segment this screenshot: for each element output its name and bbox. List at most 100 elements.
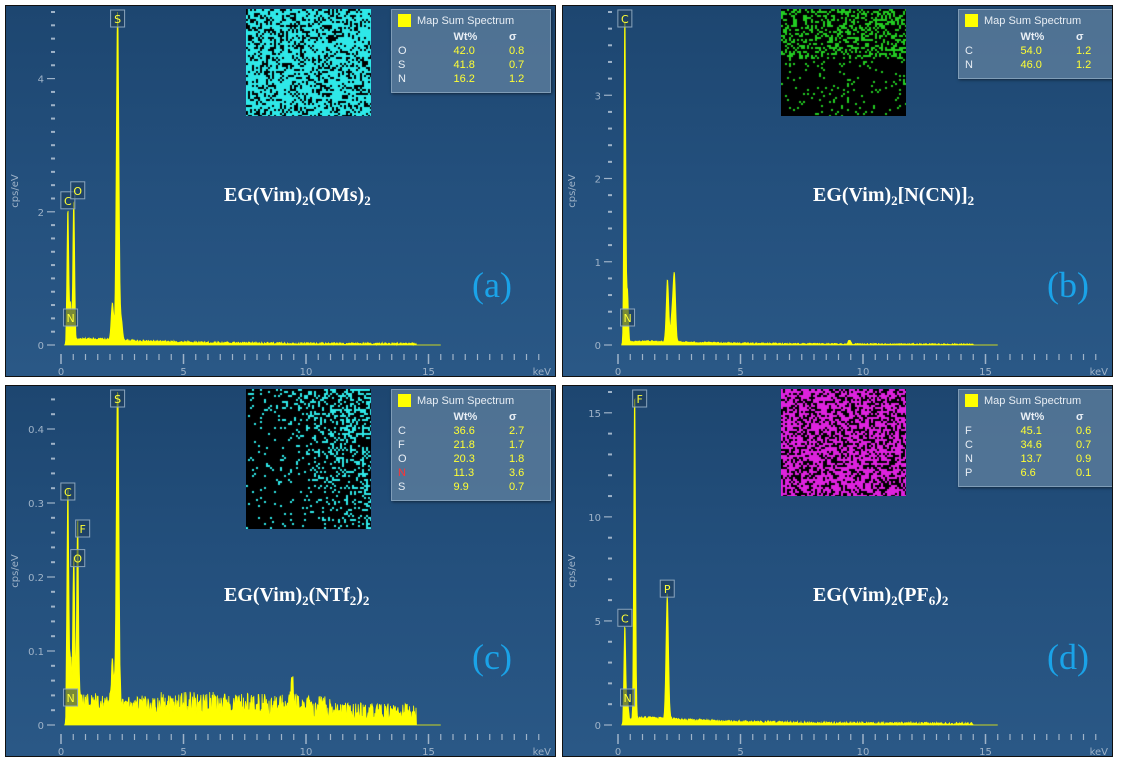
legend-header: Map Sum Spectrum <box>398 394 544 407</box>
wt-percent-cell: 11.3 <box>453 467 475 479</box>
peak-label-box <box>617 608 633 627</box>
element-cell: N <box>965 453 973 465</box>
y-tick-label: 1 <box>595 258 601 269</box>
wt-percent-cell: 46.0 <box>1020 59 1042 71</box>
table-row: P 6.6 0.1 <box>965 466 1111 480</box>
header-wt: Wt% <box>1020 411 1045 423</box>
wt-percent-cell: 13.7 <box>1020 453 1042 465</box>
title-segment: ) <box>356 584 363 606</box>
peak-label-n: N <box>620 308 636 327</box>
x-tick-label: 15 <box>422 367 435 377</box>
wt-percent-cell: 20.3 <box>453 453 475 465</box>
y-tick-label: 0.2 <box>28 573 44 584</box>
peak-label-text: C <box>64 195 72 208</box>
y-tick-label: 0 <box>595 721 601 732</box>
y-axis-label: cps/eV <box>567 174 578 208</box>
peak-label-box <box>632 389 648 408</box>
y-tick-label: 2 <box>38 208 44 219</box>
x-tick-label: 10 <box>857 747 870 757</box>
title-segment: 2 <box>891 593 898 608</box>
peak-label-s: S <box>110 389 126 408</box>
element-map-image <box>781 9 906 116</box>
x-tick-label: 10 <box>857 367 870 377</box>
x-tick-label: 10 <box>300 747 313 757</box>
chart-title: EG(Vim)2[N(CN)]2 <box>813 184 974 209</box>
element-cell: N <box>398 73 406 85</box>
sigma-cell: 0.1 <box>1075 467 1092 479</box>
title-segment: 2 <box>302 193 309 208</box>
y-tick-label: 0 <box>38 341 44 352</box>
sigma-cell: 0.7 <box>1075 439 1092 451</box>
peak-label-box <box>60 482 76 501</box>
peak-label-n: N <box>63 688 79 707</box>
peak-label-text: F <box>79 523 85 536</box>
legend-swatch <box>965 394 978 407</box>
wt-percent-cell: 9.9 <box>453 481 469 493</box>
peak-label-text: N <box>623 312 631 325</box>
table-row: C 54.0 1.2 <box>965 44 1111 58</box>
table-row: O 42.0 0.8 <box>398 44 544 58</box>
sigma-cell: 1.2 <box>508 73 525 85</box>
y-tick-label: 3 <box>595 91 601 102</box>
table-row: S 41.8 0.7 <box>398 58 544 72</box>
wt-percent-cell: 54.0 <box>1020 45 1042 57</box>
legend-swatch <box>965 14 978 27</box>
x-tick-label: 0 <box>615 747 621 757</box>
composition-table: Wt% σ C 36.6 2.7 F 21.8 1.7 O 20.3 1.8 N 11.3 3.6 S 9.9… <box>398 410 544 494</box>
title-segment: (NTf <box>308 584 350 606</box>
peak-label-o: O <box>70 549 86 568</box>
title-segment: 2 <box>362 593 370 608</box>
peak-label-text: N <box>66 692 74 705</box>
spectrum-series <box>64 391 441 726</box>
x-tick-label: 5 <box>180 367 186 377</box>
peak-label-box <box>63 308 79 327</box>
sigma-cell: 0.9 <box>1075 453 1092 465</box>
element-map-image <box>781 389 906 496</box>
header-wt: Wt% <box>453 31 478 43</box>
sigma-cell: 0.7 <box>508 481 525 493</box>
sigma-cell: 1.8 <box>508 453 525 465</box>
sigma-cell: 3.6 <box>508 467 525 479</box>
y-tick-label: 5 <box>595 617 601 628</box>
legend-swatch <box>398 14 411 27</box>
header-element <box>965 30 1020 44</box>
element-cell: N <box>398 467 406 479</box>
peak-label-text: N <box>623 692 631 705</box>
table-row: F 21.8 1.7 <box>398 438 544 452</box>
x-axis-label: keV <box>533 367 552 377</box>
y-axis-label: cps/eV <box>567 554 578 588</box>
y-tick-label: 15 <box>588 409 601 420</box>
x-axis-label: keV <box>1090 747 1109 757</box>
legend-table: Map Sum Spectrum Wt% σ C 36.6 2.7 F 21.8 1.7 O 20.… <box>391 389 551 501</box>
sigma-cell: 1.2 <box>1075 45 1092 57</box>
title-segment: 2 <box>967 193 975 208</box>
wt-percent-cell: 41.8 <box>453 59 475 71</box>
peak-label-f: F <box>75 519 91 538</box>
legend-header: Map Sum Spectrum <box>398 14 544 27</box>
peak-label-box <box>617 9 633 28</box>
legend-title: Map Sum Spectrum <box>417 394 515 407</box>
x-tick-label: 15 <box>979 747 992 757</box>
title-segment: [N(CN)] <box>897 184 968 206</box>
wt-percent-cell: 34.6 <box>1020 439 1042 451</box>
x-tick-label: 15 <box>979 367 992 377</box>
title-segment: 6 <box>928 593 936 608</box>
title-segment: 2 <box>941 593 949 608</box>
legend-title: Map Sum Spectrum <box>417 14 515 27</box>
title-segment: 2 <box>302 593 309 608</box>
legend-table: Map Sum Spectrum Wt% σ C 54.0 1.2 N 46.0 1.2 <box>958 9 1112 79</box>
element-cell: O <box>398 45 407 57</box>
table-row: N 16.2 1.2 <box>398 72 544 86</box>
x-axis-label: keV <box>533 747 552 757</box>
legend-header: Map Sum Spectrum <box>965 14 1111 27</box>
title-segment: EG(Vim) <box>813 184 892 206</box>
header-sigma: σ <box>508 31 517 43</box>
element-cell: S <box>398 481 406 493</box>
spectrum-series <box>621 20 998 346</box>
title-segment: EG(Vim) <box>813 584 892 606</box>
title-segment: 2 <box>891 193 898 208</box>
chart-title: EG(Vim)2(PF6)2 <box>813 584 948 609</box>
